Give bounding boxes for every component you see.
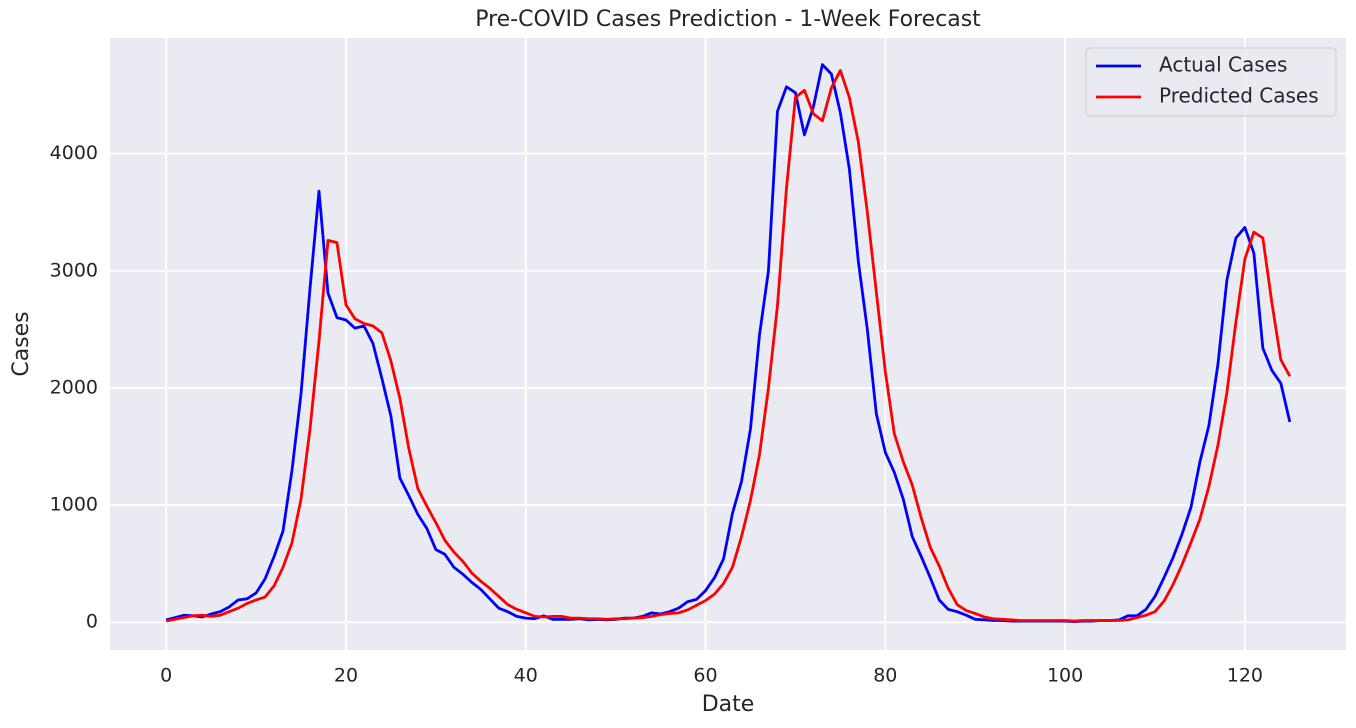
data-line <box>165 69 1292 623</box>
plot-area <box>110 38 1346 650</box>
y-tick-label: 3000 <box>50 259 98 281</box>
legend-box <box>1085 47 1337 117</box>
y-axis-label: Cases <box>9 311 34 376</box>
x-tick-label: 0 <box>160 665 172 687</box>
legend-label: Predicted Cases <box>1159 84 1319 108</box>
x-tick-label: 20 <box>334 665 358 687</box>
legend-label: Actual Cases <box>1159 53 1287 77</box>
chart-title: Pre-COVID Cases Prediction - 1-Week Fore… <box>475 7 981 32</box>
x-tick-label: 40 <box>514 665 538 687</box>
x-tick-label: 100 <box>1047 665 1083 687</box>
y-tick-label: 0 <box>86 611 98 633</box>
x-tick-label: 120 <box>1227 665 1263 687</box>
x-tick-label: 80 <box>873 665 897 687</box>
y-tick-label: 1000 <box>50 494 98 516</box>
y-tick-label: 4000 <box>50 142 98 164</box>
x-axis-label: Date <box>702 692 755 717</box>
x-tick-label: 60 <box>693 665 717 687</box>
y-tick-label: 2000 <box>50 376 98 398</box>
